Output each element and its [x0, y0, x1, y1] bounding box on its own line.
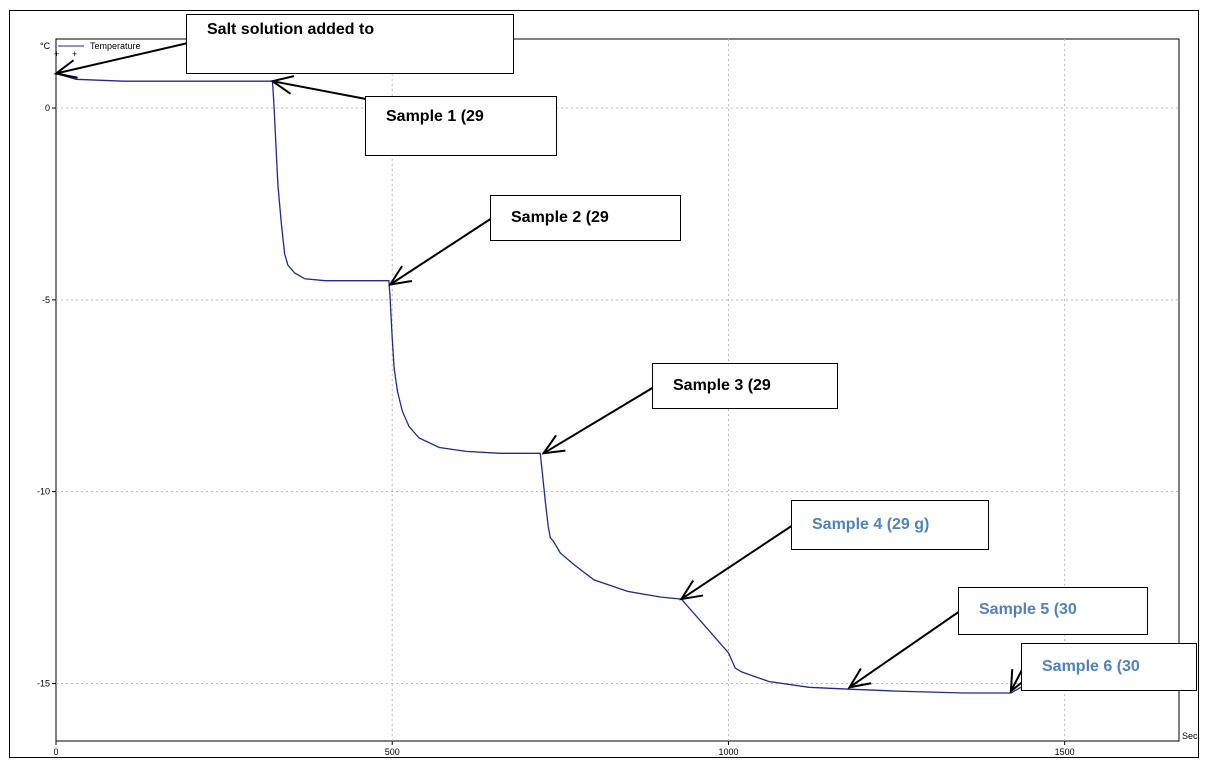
y-tick-label: -15: [37, 678, 50, 688]
annotation-text-sample-2: Sample 2 (29: [511, 209, 609, 226]
y-tick-label: 0: [45, 103, 50, 113]
legend: °C Temperature + +: [40, 41, 141, 59]
tick-labels: 0 500 1000 1500 0 -5 -10 -15: [37, 103, 1075, 757]
annotation-arrow-head: [388, 265, 413, 286]
annotation-text-sample-4: Sample 4 (29 g): [812, 516, 930, 533]
annotation-arrow-line: [389, 217, 493, 286]
annotation-arrow-head: [541, 434, 566, 455]
annotation-arrow-head: [679, 579, 704, 601]
annotation-arrow-head: [270, 75, 295, 95]
grid-lines: [56, 39, 1179, 741]
legend-entry-temperature: Temperature: [90, 41, 141, 51]
x-tick-label: 1000: [718, 747, 738, 757]
chart-frame: 0 500 1000 1500 0 -5 -10 -15 °C Temperature + +…: [9, 10, 1199, 758]
annotation-box-sample-1: Sample 1 (29: [365, 96, 557, 156]
y-axis-label: °C: [40, 41, 51, 51]
temperature-chart: 0 500 1000 1500 0 -5 -10 -15 °C Temperature + +…: [37, 38, 1198, 757]
annotation-arrow-line: [680, 524, 794, 600]
legend-marker: +: [72, 49, 77, 59]
annotation-arrow-line: [55, 42, 189, 75]
y-tick-label: -10: [37, 487, 50, 497]
annotation-arrow-head: [847, 667, 872, 689]
annotation-arrow-line: [272, 80, 367, 100]
annotation-text-sample-1: Sample 1 (29: [386, 108, 484, 125]
annotation-arrow-head: [53, 59, 78, 79]
x-tick-label: 1500: [1055, 747, 1075, 757]
annotation-box-sample-5: Sample 5 (30: [958, 587, 1148, 635]
annotation-arrows: [53, 42, 1029, 694]
plot-area: [55, 38, 1180, 742]
annotation-text-salt: Salt solution added to: [207, 21, 375, 38]
annotation-arrow-line: [1010, 667, 1024, 692]
legend-marker: +: [54, 49, 59, 59]
annotation-box-salt: Salt solution added to: [186, 14, 514, 74]
x-axis-label: Sec: [1182, 731, 1198, 741]
annotation-text-sample-5: Sample 5 (30: [979, 601, 1077, 618]
annotation-text-sample-6: Sample 6 (30: [1042, 658, 1140, 675]
annotation-box-sample-2: Sample 2 (29: [490, 195, 681, 241]
x-tick-label: 0: [53, 747, 58, 757]
x-tick-label: 500: [385, 747, 400, 757]
annotation-box-sample-3: Sample 3 (29: [652, 363, 838, 409]
annotation-text-sample-3: Sample 3 (29: [673, 377, 771, 394]
annotation-arrow-line: [848, 610, 961, 689]
annotation-arrow-line: [543, 386, 655, 455]
annotation-box-sample-6: Sample 6 (30: [1021, 643, 1197, 691]
series-line-temperature: [55, 72, 1180, 694]
y-tick-label: -5: [42, 295, 50, 305]
annotation-box-sample-4: Sample 4 (29 g): [791, 500, 989, 550]
